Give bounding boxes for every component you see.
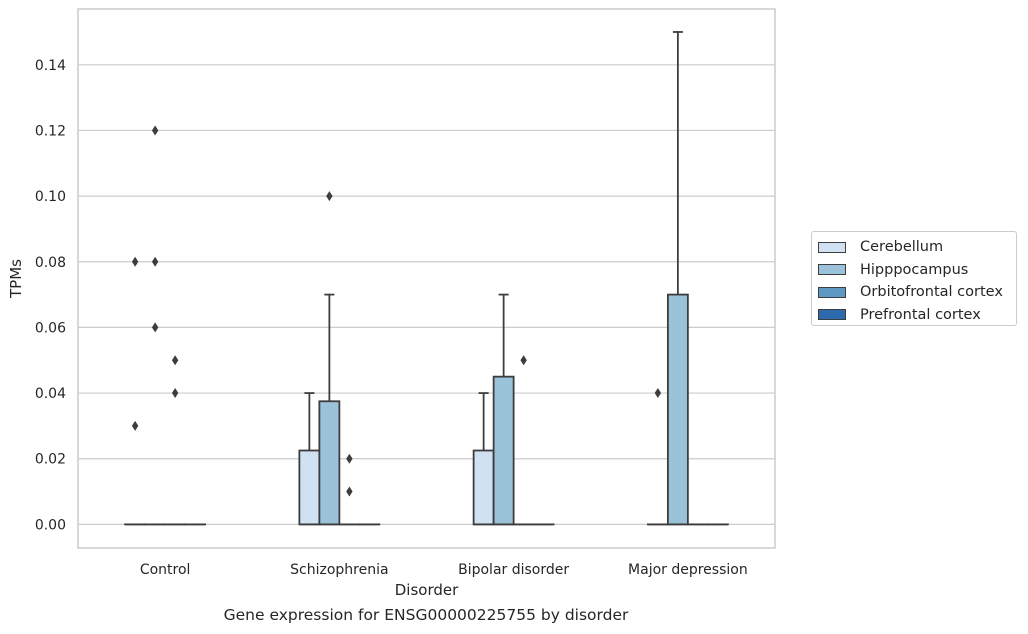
outlier-marker — [171, 355, 179, 366]
x-tick-label: Schizophrenia — [290, 562, 388, 578]
box-group — [318, 191, 341, 526]
legend-label-prefrontal-cortex: Prefrontal cortex — [860, 306, 981, 323]
outlier-marker — [326, 191, 333, 202]
y-tick-label: 0.02 — [35, 452, 66, 468]
y-tick-labels: 0.00 0.02 0.04 0.06 0.08 0.10 0.12 0.14 — [35, 58, 66, 534]
box-group — [646, 388, 669, 526]
box-group — [338, 453, 361, 526]
x-tick-label: Bipolar disorder — [458, 562, 569, 578]
box-group — [298, 392, 321, 526]
outlier-marker — [520, 355, 527, 366]
box-group — [492, 293, 515, 526]
legend-swatch-cerebellum — [818, 241, 846, 253]
x-tick-label: Control — [140, 562, 191, 578]
chart-caption: Gene expression for ENSG00000225755 by d… — [223, 606, 629, 624]
legend-swatch-prefrontal-cortex — [818, 309, 846, 321]
legend-swatch-orbitofrontal-cortex — [818, 286, 846, 298]
outlier-marker — [654, 388, 662, 399]
y-tick-label: 0.06 — [35, 320, 66, 336]
legend-item-hippocampus: Hipppocampus — [818, 259, 1016, 282]
y-tick-label: 0.00 — [35, 517, 66, 533]
outlier-marker — [151, 322, 159, 333]
x-tick-labels: Control Schizophrenia Bipolar disorder Majo… — [140, 562, 748, 578]
outlier-marker — [131, 420, 139, 431]
outlier-marker — [151, 256, 159, 267]
box-group — [666, 31, 689, 526]
outlier-marker — [171, 388, 179, 399]
box-group — [472, 392, 495, 526]
outlier-marker — [131, 256, 139, 267]
y-tick-label: 0.14 — [35, 58, 66, 74]
box-group — [512, 355, 535, 526]
legend: Cerebellum Hipppocampus Orbitofrontal co… — [811, 231, 1017, 326]
outlier-marker — [346, 486, 353, 497]
box — [472, 449, 495, 526]
box — [492, 375, 515, 526]
y-tick-label: 0.10 — [35, 189, 66, 205]
legend-swatch-hippocampus — [818, 264, 846, 276]
box-group — [164, 355, 187, 526]
legend-label-cerebellum: Cerebellum — [860, 239, 944, 256]
outlier-marker — [346, 453, 353, 464]
legend-item-cerebellum: Cerebellum — [818, 236, 1016, 259]
y-tick-label: 0.04 — [35, 386, 66, 402]
outlier-marker — [151, 125, 159, 136]
legend-label-orbitofrontal-cortex: Orbitofrontal cortex — [860, 284, 1003, 301]
box — [666, 293, 689, 526]
box — [318, 400, 341, 526]
x-axis-title: Disorder — [395, 581, 459, 599]
box-group — [124, 256, 147, 526]
y-tick-label: 0.12 — [35, 123, 66, 139]
box-group — [144, 125, 167, 526]
box-series — [124, 31, 729, 526]
legend-item-orbitofrontal-cortex: Orbitofrontal cortex — [818, 281, 1016, 304]
gridlines — [78, 64, 775, 525]
box — [298, 449, 321, 526]
legend-item-prefrontal-cortex: Prefrontal cortex — [818, 304, 1016, 327]
y-axis-title: TPMs — [7, 259, 25, 299]
plot-area-frame — [77, 8, 776, 549]
legend-label-hippocampus: Hipppocampus — [860, 261, 969, 278]
x-tick-label: Major depression — [628, 562, 748, 578]
y-tick-label: 0.08 — [35, 255, 66, 271]
